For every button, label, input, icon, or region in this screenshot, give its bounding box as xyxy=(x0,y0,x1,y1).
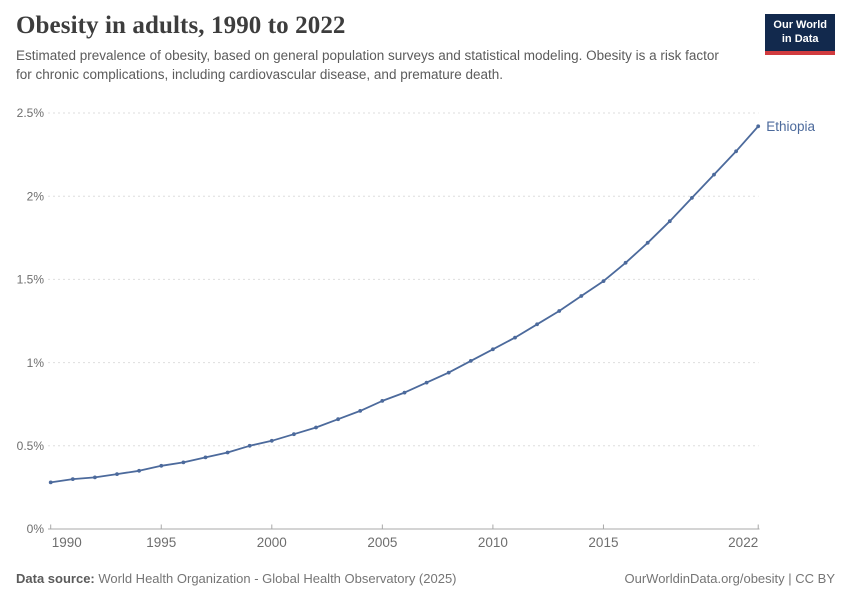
chart-point xyxy=(601,279,606,283)
y-axis-tick-label: 1.5% xyxy=(17,273,45,287)
chart-point xyxy=(336,417,340,422)
chart-point xyxy=(314,425,318,430)
chart-point xyxy=(247,443,252,448)
chart-point xyxy=(48,480,53,485)
chart-point xyxy=(645,240,650,245)
chart-point xyxy=(446,370,451,375)
chart-point xyxy=(690,196,694,200)
owid-logo[interactable]: Our World in Data xyxy=(765,14,835,55)
chart-point xyxy=(491,347,495,352)
data-source-label: Data source: xyxy=(16,571,95,586)
chart-subtitle: Estimated prevalence of obesity, based o… xyxy=(16,48,719,82)
chart-point xyxy=(159,463,164,468)
chart-point xyxy=(358,409,363,413)
y-axis-tick-label: 2% xyxy=(27,189,45,203)
chart-point xyxy=(225,450,230,455)
y-axis-tick-label: 0% xyxy=(27,522,45,536)
chart-point xyxy=(181,460,186,465)
chart-point xyxy=(667,219,672,224)
chart-point xyxy=(468,359,473,363)
x-axis-tick-label: 2015 xyxy=(588,535,618,550)
owid-logo-line2: in Data xyxy=(781,32,819,45)
y-axis-tick-label: 2.5% xyxy=(17,106,45,120)
x-axis-tick-label: 2000 xyxy=(257,535,287,550)
chart-point xyxy=(756,124,761,129)
x-axis-tick-label: 2010 xyxy=(478,535,508,550)
data-source-text: World Health Organization - Global Healt… xyxy=(94,571,457,586)
chart-point xyxy=(424,380,429,385)
chart-point xyxy=(70,477,75,481)
chart-point xyxy=(115,472,119,476)
chart-header: Obesity in adults, 1990 to 2022 Estimate… xyxy=(16,12,756,84)
y-axis-tick-label: 0.5% xyxy=(17,439,45,453)
x-axis-tick-label: 2005 xyxy=(367,535,397,550)
owid-logo-line1: Our World xyxy=(773,19,827,31)
chart-point xyxy=(579,294,584,298)
entity-label[interactable]: Ethiopia xyxy=(766,119,815,134)
chart-point xyxy=(712,172,716,177)
x-axis-tick-label: 2022 xyxy=(728,535,758,550)
x-axis-tick-label: 1995 xyxy=(146,535,176,550)
chart-footer: Data source: World Health Organization -… xyxy=(16,571,835,586)
data-source-note: Data source: World Health Organization -… xyxy=(16,571,457,586)
chart-point xyxy=(269,438,274,443)
chart-point xyxy=(734,149,738,154)
chart-line[interactable] xyxy=(50,125,759,484)
license-link[interactable]: OurWorldinData.org/obesity | CC BY xyxy=(624,571,836,586)
chart-point xyxy=(623,260,628,265)
chart-point xyxy=(93,475,97,480)
y-axis-tick-label: 1% xyxy=(27,356,45,370)
chart-point xyxy=(137,468,142,473)
chart-point xyxy=(557,309,562,313)
chart-point xyxy=(203,455,208,460)
chart-title: Obesity in adults, 1990 to 2022 xyxy=(16,12,346,39)
chart-point xyxy=(292,432,296,437)
x-axis-tick-label: 1990 xyxy=(52,535,82,550)
chart-point xyxy=(513,335,517,340)
chart-point xyxy=(535,322,539,327)
chart-point xyxy=(380,399,385,403)
chart-point xyxy=(402,390,407,395)
